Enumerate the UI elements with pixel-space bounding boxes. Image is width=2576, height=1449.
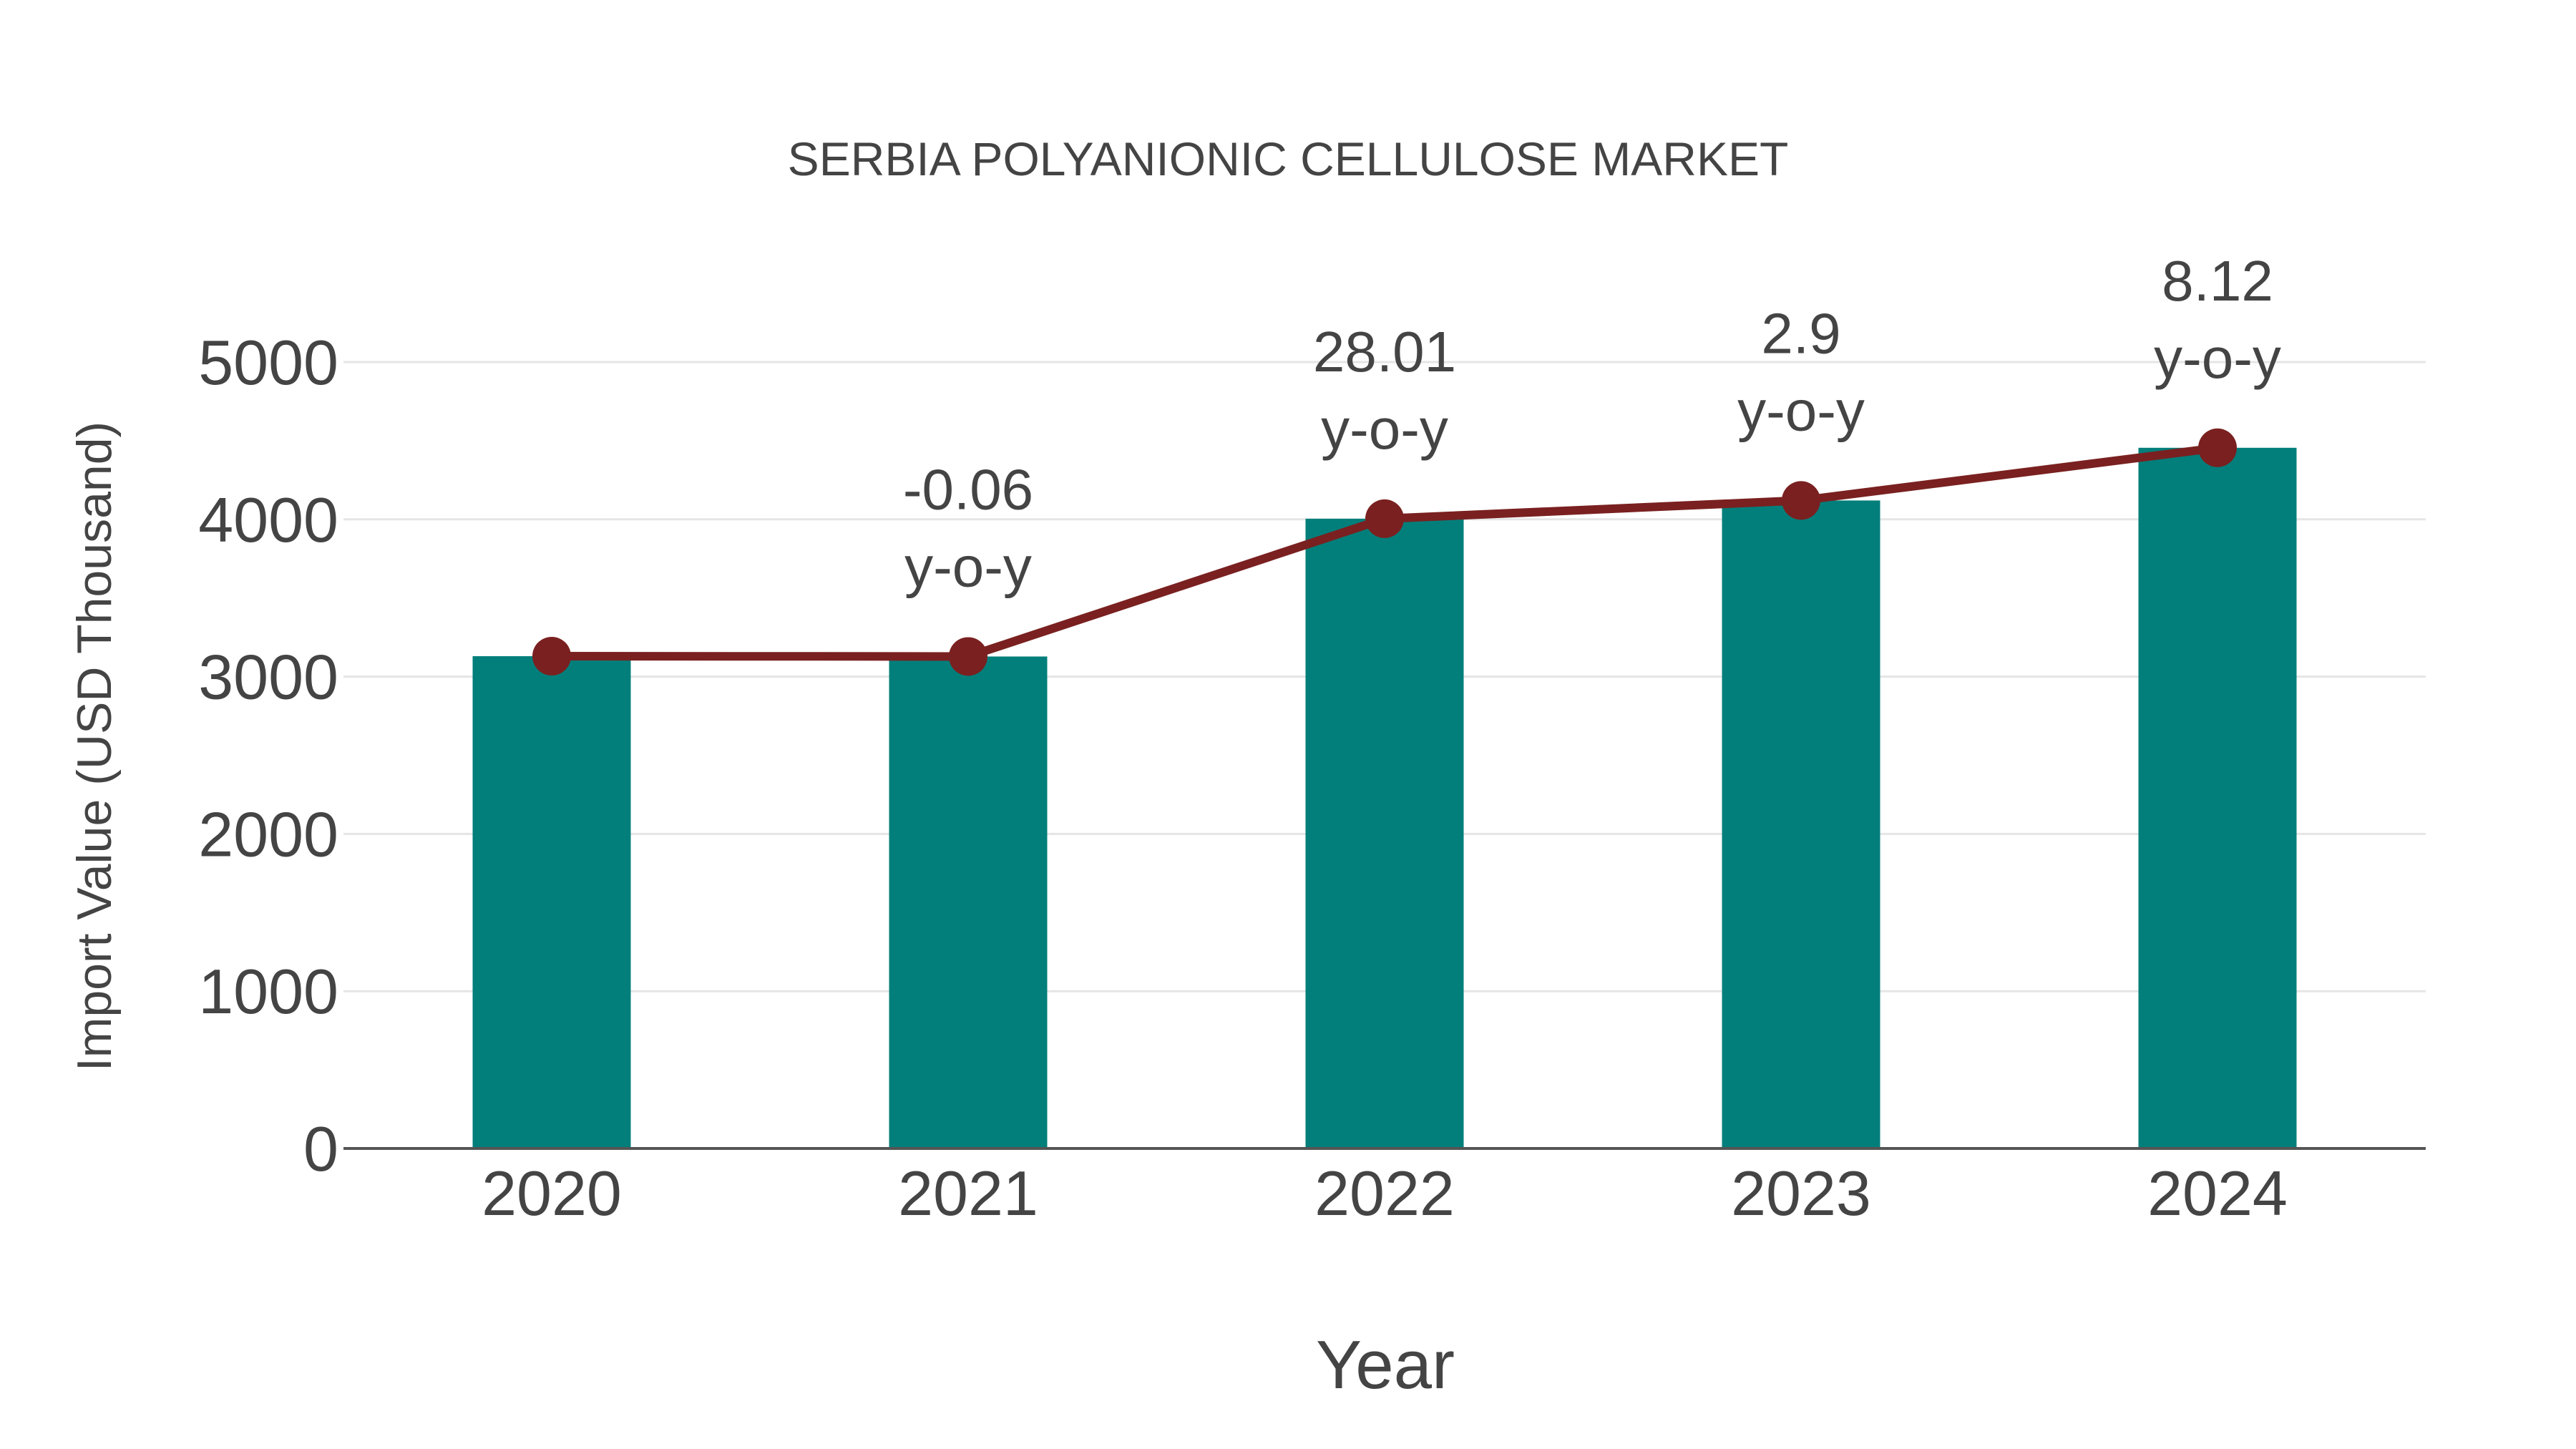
yoy-suffix: y-o-y: [1737, 379, 1865, 442]
y-tick-label: 0: [303, 1113, 338, 1184]
line-marker: [2198, 428, 2237, 467]
yoy-value: 2.9: [1761, 301, 1840, 365]
x-tick-label: 2024: [2147, 1158, 2288, 1229]
bar: [889, 656, 1048, 1148]
yoy-suffix: y-o-y: [904, 535, 1032, 598]
yoy-value: 28.01: [1313, 320, 1456, 384]
line-marker: [532, 637, 571, 676]
bar: [1305, 518, 1464, 1148]
y-tick-label: 1000: [198, 956, 338, 1027]
bar: [472, 656, 631, 1148]
y-axis-ticks: 0 1000 2000 3000 4000 5000: [198, 327, 338, 1184]
yoy-suffix: y-o-y: [1321, 397, 1448, 461]
line-marker: [949, 637, 987, 676]
x-tick-label: 2021: [898, 1158, 1038, 1229]
y-tick-label: 4000: [198, 484, 338, 555]
x-axis-label: Year: [1316, 1327, 1455, 1403]
y-tick-label: 5000: [198, 327, 338, 398]
yoy-value: -0.06: [903, 457, 1033, 521]
chart-title: SERBIA POLYANIONIC CELLULOSE MARKET: [788, 132, 1789, 185]
yoy-value: 8.12: [2162, 249, 2273, 313]
x-tick-label: 2022: [1314, 1158, 1455, 1229]
line-marker: [1365, 499, 1404, 538]
y-tick-label: 3000: [198, 642, 338, 713]
y-axis-label: Import Value (USD Thousand): [67, 421, 122, 1071]
y-tick-label: 2000: [198, 799, 338, 869]
bar-series: [472, 447, 2297, 1148]
x-tick-label: 2020: [482, 1158, 622, 1229]
bar: [2138, 447, 2297, 1148]
line-series: [532, 428, 2237, 676]
x-axis-ticks: 2020 2021 2022 2023 2024: [482, 1158, 2288, 1229]
yoy-annotations: -0.06 y-o-y 28.01 y-o-y 2.9 y-o-y 8.12 y-o-y: [903, 249, 2281, 599]
x-tick-label: 2023: [1731, 1158, 1871, 1229]
bar: [1722, 500, 1880, 1148]
line-marker: [1782, 481, 1820, 520]
yoy-suffix: y-o-y: [2154, 326, 2281, 390]
